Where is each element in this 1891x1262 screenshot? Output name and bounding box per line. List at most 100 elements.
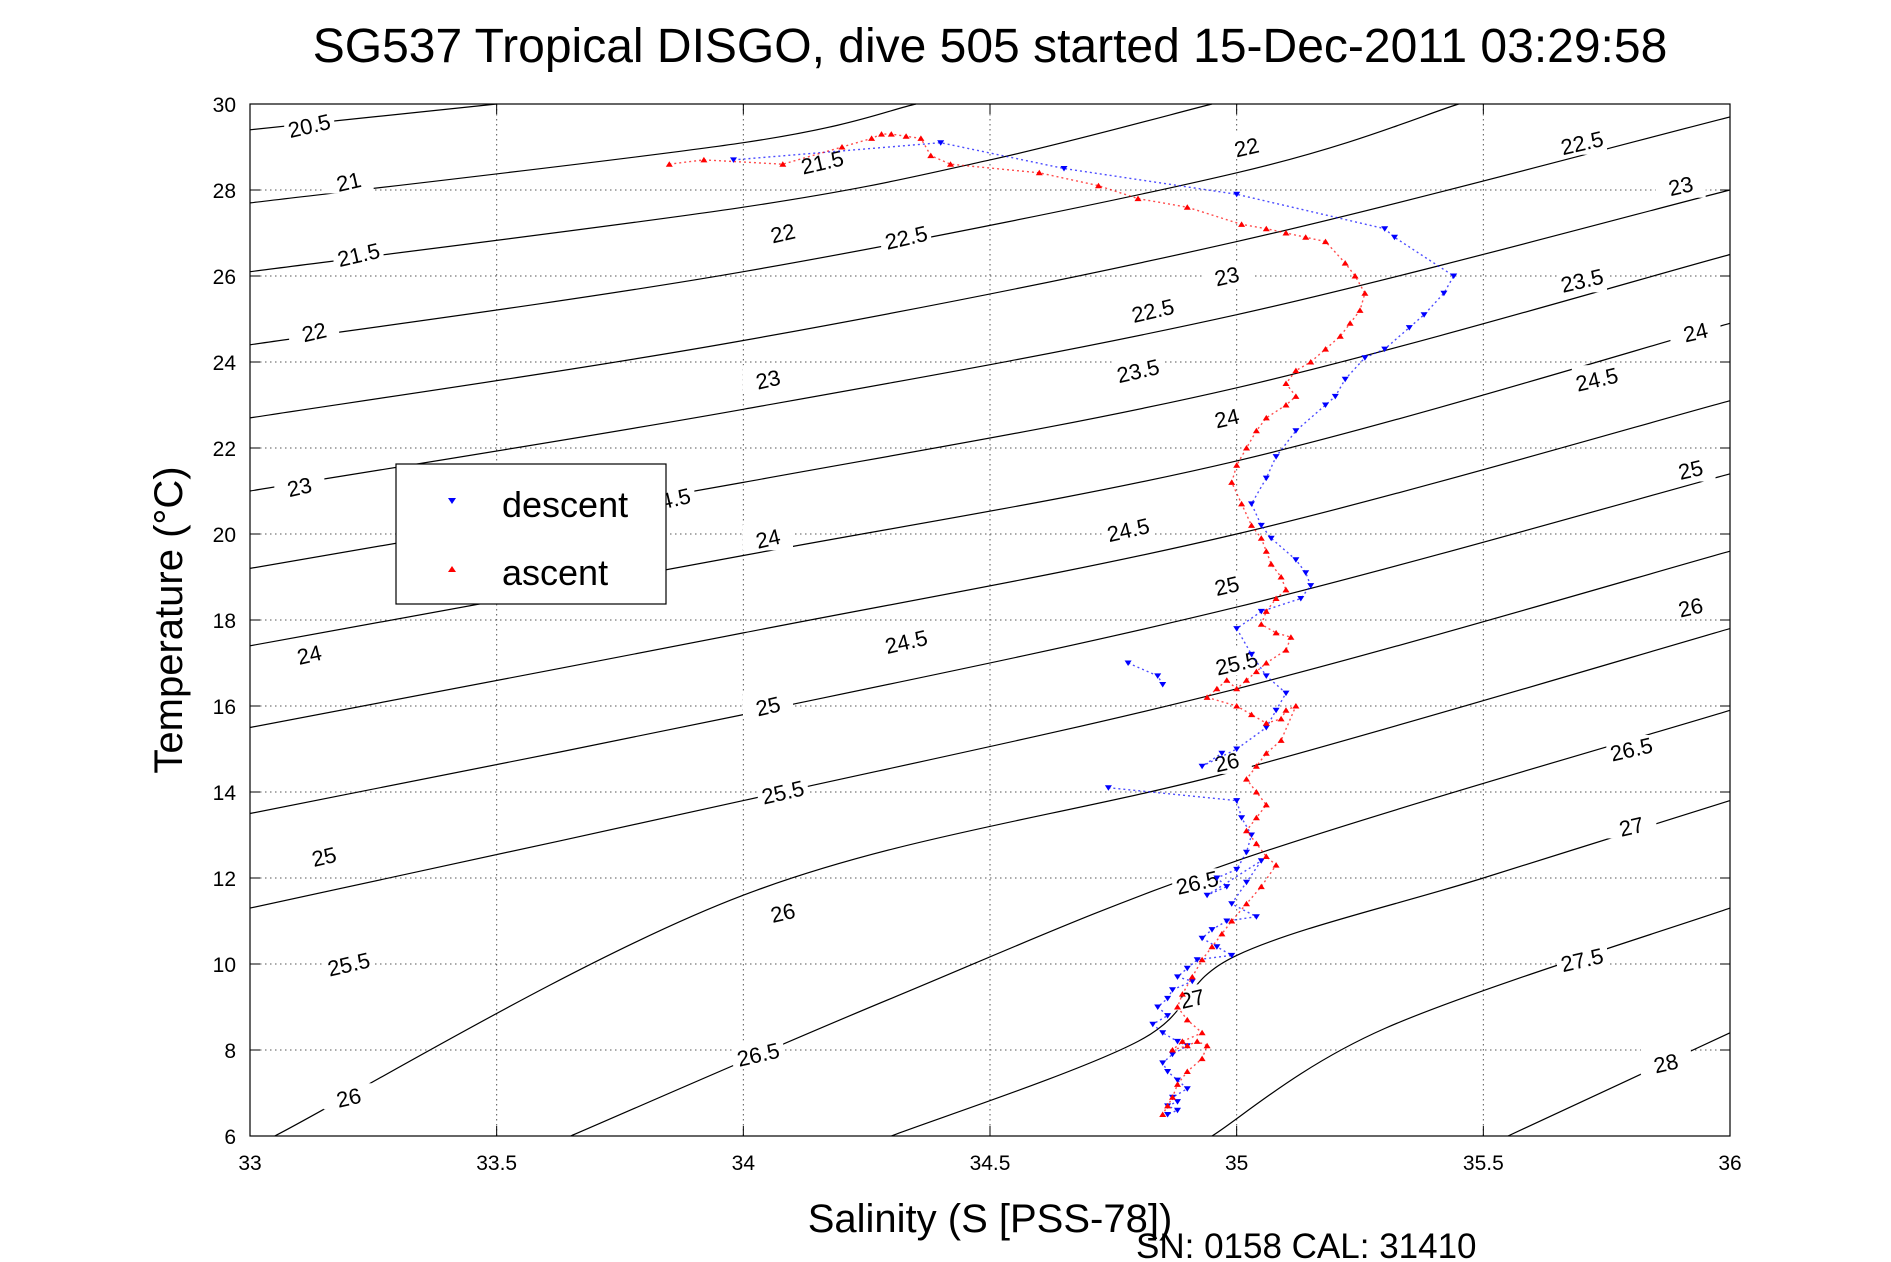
ascent-point — [1262, 750, 1270, 756]
density-contour-label: 25 — [1212, 571, 1241, 601]
ascent-point — [1252, 763, 1260, 769]
contour-label-background — [1655, 171, 1706, 198]
descent-point — [1060, 166, 1068, 172]
contour-label-background — [1557, 266, 1607, 293]
contour-label-background — [1221, 133, 1272, 159]
contour-label-background — [1557, 128, 1607, 155]
density-contour-label: 26 — [768, 898, 797, 928]
y-tick-label: 30 — [213, 94, 236, 117]
contour-label-background — [289, 317, 340, 344]
density-contour-label: 23 — [285, 472, 314, 502]
descent-point — [1243, 849, 1250, 856]
ascent-point — [1351, 273, 1359, 279]
descent-point — [1297, 596, 1305, 602]
descent-point — [1322, 402, 1329, 408]
contour-label-background — [733, 1040, 784, 1067]
ascent-point — [1262, 801, 1270, 808]
density-contour-label: 24 — [753, 524, 782, 554]
descent-points — [730, 140, 1458, 1118]
density-contour-label: 26 — [1212, 747, 1241, 777]
ascent-point — [1252, 427, 1260, 434]
density-contour-label: 22 — [768, 219, 797, 249]
descent-point — [1233, 798, 1241, 804]
contour-label-background — [1665, 455, 1716, 482]
footer-serial-cal: SN: 0158 CAL: 31410 — [1136, 1227, 1477, 1262]
y-tick-label: 22 — [213, 438, 236, 461]
x-tick-label: 34.5 — [970, 1152, 1011, 1175]
descent-point — [1238, 815, 1246, 821]
density-contour-label: 25 — [1676, 455, 1705, 485]
density-contour-line — [249, 550, 1731, 909]
contour-label-background — [1201, 262, 1252, 288]
contour-label-background — [1103, 515, 1154, 542]
ascent-point — [1267, 561, 1275, 567]
legend-ascent-marker — [448, 566, 456, 572]
contour-label-background — [1167, 984, 1218, 1011]
ascent-point — [700, 156, 708, 163]
legend-ascent-label: ascent — [502, 552, 608, 593]
y-tick-label: 20 — [213, 524, 236, 547]
ascent-point — [1243, 445, 1250, 451]
contour-label-background — [1201, 403, 1252, 430]
ascent-point — [1262, 548, 1270, 554]
ascent-point — [1248, 711, 1255, 718]
descent-point — [1159, 682, 1167, 688]
density-contour-label: 27 — [1178, 984, 1207, 1014]
contour-label-background — [323, 1083, 374, 1110]
legend: descent ascent — [395, 463, 667, 605]
descent-point — [1267, 535, 1275, 542]
contour-label-background — [274, 472, 325, 499]
density-contour-label: 24 — [295, 640, 324, 670]
contour-label-background — [1606, 735, 1657, 761]
density-contour-label: 23 — [1666, 171, 1695, 201]
descent-point — [1307, 583, 1315, 589]
y-tick-label: 10 — [213, 954, 236, 977]
ascent-point — [1257, 883, 1265, 890]
descent-point — [1228, 901, 1236, 907]
ascent-point — [1134, 195, 1142, 202]
ascent-point — [1282, 647, 1290, 653]
contour-label-background — [333, 240, 384, 267]
contour-label-background — [881, 627, 932, 654]
ascent-point — [1178, 1038, 1186, 1044]
contour-label-background — [881, 223, 932, 250]
descent-point — [1223, 884, 1231, 890]
x-tick-label: 33.5 — [476, 1152, 517, 1175]
axis-ticks: 33 33.5 34 34.5 35 35.5 36 6 8 10 12 14 16 18 20 22 24 26… — [213, 94, 1742, 1175]
ascent-point — [1277, 574, 1285, 580]
descent-point — [1233, 866, 1241, 873]
contour-label-background — [1172, 868, 1223, 895]
ascent-point — [1228, 918, 1236, 924]
density-contour-line — [1507, 1032, 1731, 1137]
ascent-trace — [669, 133, 1366, 1115]
density-contour-label: 24 — [1212, 403, 1241, 433]
density-contours: 20.52121.521.522222222.522.522.523232323… — [249, 103, 1731, 1137]
descent-point — [1262, 475, 1270, 482]
contour-label-background — [299, 842, 349, 869]
y-tick-label: 14 — [213, 782, 237, 805]
density-contour-label: 23 — [753, 365, 782, 395]
ascent-point — [1218, 930, 1226, 937]
y-tick-label: 6 — [224, 1126, 236, 1149]
descent-trace — [733, 141, 1455, 1116]
ascent-point — [1322, 346, 1329, 352]
descent-point — [1174, 1077, 1181, 1084]
contour-label-background — [1571, 365, 1622, 392]
ascent-point — [947, 161, 954, 167]
descent-point — [1203, 892, 1211, 899]
ascent-point — [1336, 333, 1344, 339]
density-contour-label: 22 — [1232, 133, 1261, 163]
density-contour-line — [249, 189, 1731, 492]
y-tick-label: 8 — [224, 1040, 236, 1063]
descent-point — [1198, 763, 1206, 770]
ascent-point — [1035, 169, 1043, 176]
descent-point — [1154, 673, 1162, 679]
ascent-point — [1262, 414, 1270, 421]
descent-point — [937, 140, 945, 146]
descent-point — [1450, 273, 1458, 279]
y-tick-label: 16 — [213, 696, 236, 719]
ascent-point — [1287, 634, 1295, 640]
density-contour-label: 28 — [1651, 1048, 1680, 1078]
density-contour-label: 26 — [1676, 593, 1705, 623]
